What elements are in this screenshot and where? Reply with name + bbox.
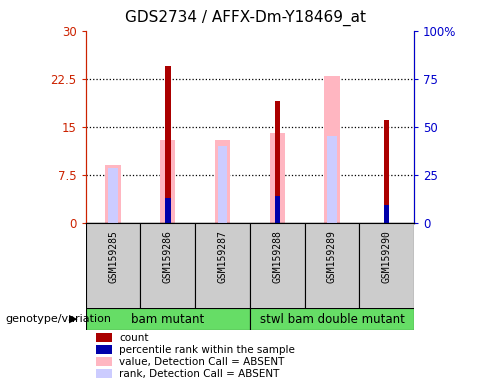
Text: count: count xyxy=(120,333,149,343)
Bar xyxy=(218,146,227,223)
Bar xyxy=(165,66,171,223)
Text: genotype/variation: genotype/variation xyxy=(5,314,111,324)
Text: GDS2734 / AFFX-Dm-Y18469_at: GDS2734 / AFFX-Dm-Y18469_at xyxy=(124,10,366,26)
Bar xyxy=(274,101,280,223)
Bar xyxy=(195,223,250,309)
Text: percentile rank within the sample: percentile rank within the sample xyxy=(120,345,295,355)
Bar xyxy=(96,358,112,366)
Bar xyxy=(250,223,305,309)
Text: rank, Detection Call = ABSENT: rank, Detection Call = ABSENT xyxy=(120,369,280,379)
Bar xyxy=(327,136,337,223)
Bar xyxy=(96,345,112,354)
Bar xyxy=(250,308,414,330)
Text: GSM159289: GSM159289 xyxy=(327,230,337,283)
Text: GSM159287: GSM159287 xyxy=(218,230,227,283)
Text: GSM159285: GSM159285 xyxy=(108,230,118,283)
Bar xyxy=(108,168,118,223)
Text: GSM159290: GSM159290 xyxy=(382,230,392,283)
Text: ▶: ▶ xyxy=(69,314,78,324)
Bar xyxy=(384,120,390,223)
Text: bam mutant: bam mutant xyxy=(131,313,204,326)
Text: GSM159286: GSM159286 xyxy=(163,230,173,283)
Bar xyxy=(270,133,285,223)
Bar xyxy=(165,198,171,223)
Bar xyxy=(86,223,141,309)
Bar xyxy=(384,205,390,223)
Bar xyxy=(96,333,112,342)
Text: stwl bam double mutant: stwl bam double mutant xyxy=(260,313,404,326)
Text: value, Detection Call = ABSENT: value, Detection Call = ABSENT xyxy=(120,357,285,367)
Bar xyxy=(215,139,230,223)
Bar xyxy=(160,139,175,223)
Bar xyxy=(96,369,112,378)
Bar xyxy=(359,223,414,309)
Bar xyxy=(274,196,280,223)
Bar xyxy=(305,223,359,309)
Text: GSM159288: GSM159288 xyxy=(272,230,282,283)
Bar xyxy=(105,165,121,223)
Bar xyxy=(141,223,195,309)
Bar xyxy=(324,76,340,223)
Bar xyxy=(86,308,250,330)
